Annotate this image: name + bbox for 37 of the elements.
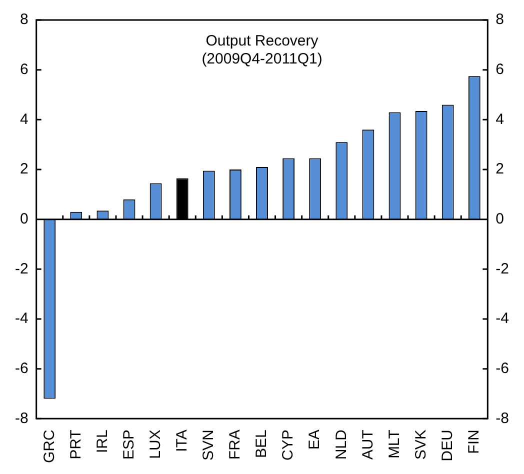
x-tick-label: DEU	[438, 430, 456, 462]
y-tick-label: -8	[14, 410, 28, 427]
x-tick-label: ITA	[173, 430, 190, 452]
x-tick-label: FRA	[226, 430, 244, 460]
text: Output Recovery (2009Q4-2011Q1)	[202, 32, 322, 68]
x-tick-label: MLT	[386, 430, 403, 459]
y-tick-label: 6	[20, 60, 28, 78]
x-tick-label: SVN	[200, 430, 218, 461]
x-tick-label: EA	[306, 430, 324, 450]
y-tick-label: 4	[20, 110, 28, 128]
x-tick-label: ESP	[120, 430, 138, 460]
y2-tick-label: -8	[496, 410, 510, 427]
x-tick-label: SVK	[412, 430, 430, 460]
x-tick-label: BEL	[253, 430, 270, 458]
x-tick-label: LUX	[146, 430, 164, 459]
y2-tick-label: 0	[496, 210, 504, 228]
y2-tick-label: -6	[496, 360, 510, 377]
y-tick-label: 2	[20, 160, 28, 178]
y2-tick-label: 8	[496, 11, 504, 28]
y2-tick-label: -4	[496, 310, 510, 328]
y-tick-label: 8	[20, 11, 28, 28]
x-tick-label: GRC	[40, 430, 58, 464]
x-tick-label: FIN	[466, 430, 483, 454]
y-tick-label: 0	[20, 210, 28, 228]
x-tick-label: NLD	[332, 430, 350, 460]
x-tick-label: PRT	[67, 430, 84, 460]
x-tick-label: AUT	[359, 430, 376, 460]
x-tick-label: CYP	[280, 430, 297, 461]
y-tick-label: -2	[14, 260, 28, 278]
y2-tick-label: 4	[496, 110, 504, 128]
y2-tick-label: 6	[496, 60, 504, 78]
y-tick-label: -6	[14, 360, 28, 377]
y2-tick-label: -2	[496, 260, 510, 278]
y2-tick-label: 2	[496, 160, 504, 178]
y-tick-label: -4	[14, 310, 28, 328]
bar	[176, 178, 188, 220]
x-tick-label: IRL	[94, 430, 111, 454]
